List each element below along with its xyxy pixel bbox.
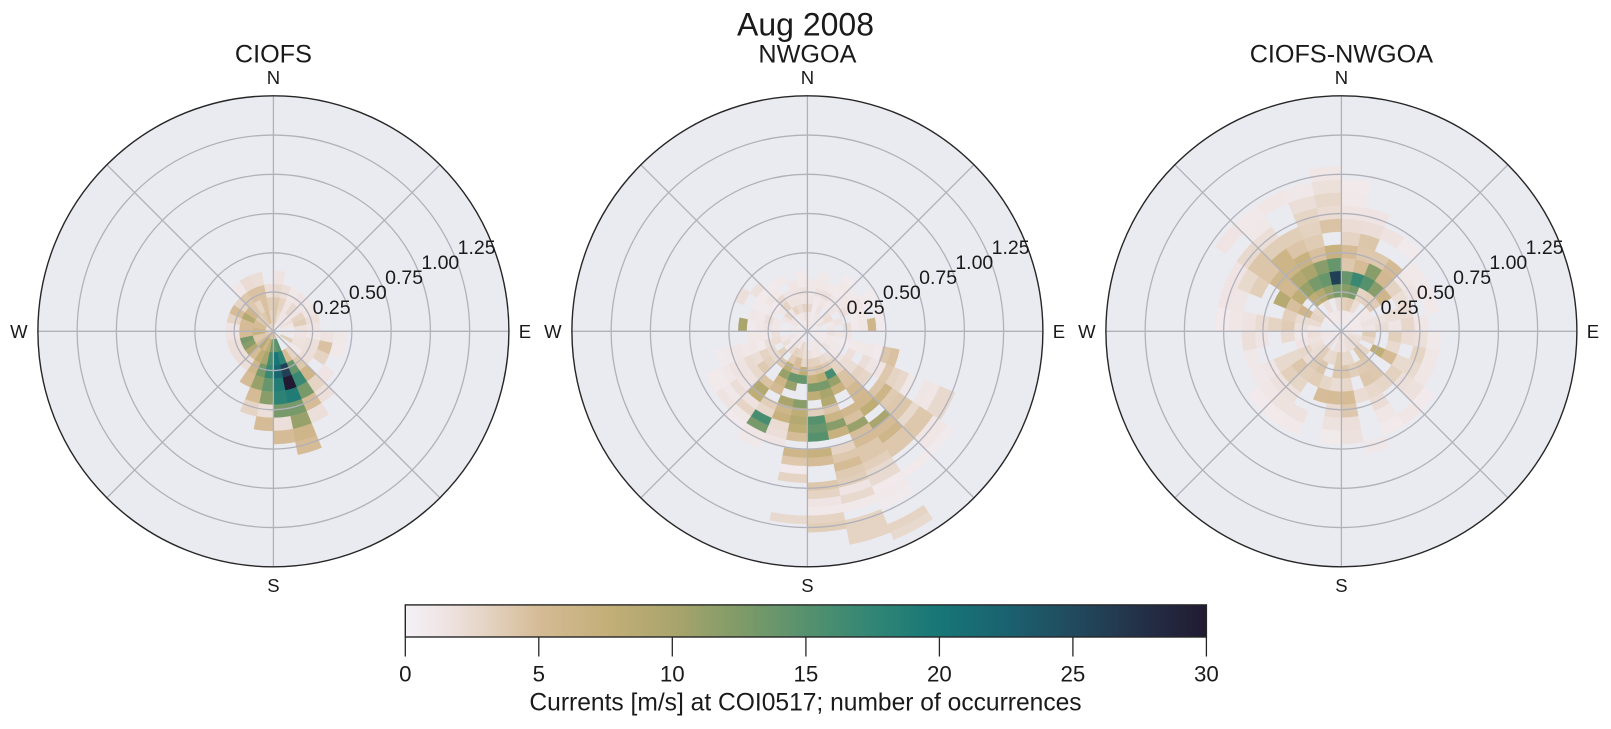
svg-text:0.25: 0.25	[1381, 297, 1419, 319]
svg-text:10: 10	[660, 662, 685, 687]
svg-text:0.50: 0.50	[1417, 282, 1455, 304]
svg-text:1.00: 1.00	[1489, 252, 1527, 274]
svg-text:S: S	[267, 575, 279, 596]
svg-text:S: S	[1335, 575, 1347, 596]
svg-text:0.75: 0.75	[919, 267, 957, 289]
svg-text:25: 25	[1060, 662, 1085, 687]
svg-text:0.25: 0.25	[313, 297, 351, 319]
svg-text:0.75: 0.75	[385, 267, 423, 289]
svg-text:1.00: 1.00	[955, 252, 993, 274]
svg-text:15: 15	[793, 662, 818, 687]
svg-text:S: S	[801, 575, 813, 596]
svg-text:E: E	[1053, 321, 1065, 342]
svg-text:20: 20	[927, 662, 952, 687]
svg-text:CIOFS-NWGOA: CIOFS-NWGOA	[1250, 41, 1433, 69]
svg-text:Currents [m/s] at COI0517; num: Currents [m/s] at COI0517; number of occ…	[529, 690, 1081, 717]
svg-text:CIOFS: CIOFS	[235, 41, 312, 69]
svg-text:E: E	[519, 321, 531, 342]
svg-text:W: W	[1078, 321, 1096, 342]
svg-text:0.50: 0.50	[883, 282, 921, 304]
svg-text:W: W	[10, 321, 28, 342]
svg-text:W: W	[544, 321, 562, 342]
svg-text:1.25: 1.25	[458, 237, 496, 259]
svg-text:E: E	[1587, 321, 1599, 342]
svg-text:0.50: 0.50	[349, 282, 387, 304]
svg-text:0: 0	[399, 662, 411, 687]
svg-text:NWGOA: NWGOA	[758, 41, 856, 69]
svg-text:1.25: 1.25	[992, 237, 1030, 259]
svg-text:5: 5	[533, 662, 545, 687]
svg-text:Aug 2008: Aug 2008	[737, 7, 874, 43]
svg-text:N: N	[801, 67, 814, 88]
svg-text:N: N	[1335, 67, 1348, 88]
svg-text:1.00: 1.00	[421, 252, 459, 274]
svg-text:N: N	[267, 67, 280, 88]
svg-text:0.75: 0.75	[1453, 267, 1491, 289]
svg-text:30: 30	[1194, 662, 1219, 687]
svg-text:1.25: 1.25	[1526, 237, 1564, 259]
svg-text:0.25: 0.25	[847, 297, 885, 319]
